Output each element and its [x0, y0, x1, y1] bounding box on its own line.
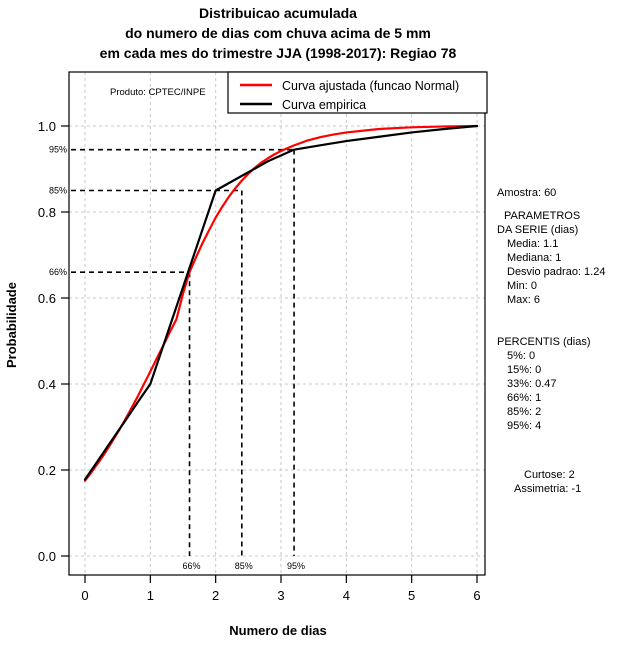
y-axis: 0.0 0.2 0.4 0.6 0.8 1.0	[38, 119, 69, 564]
chart-legend: Curva ajustada (funcao Normal) Curva emp…	[227, 71, 488, 114]
x-axis: 0 1 2 3 4 5 6	[81, 575, 481, 603]
x-tick-label: 0	[81, 588, 88, 603]
y-tick-label: 1.0	[38, 119, 56, 134]
x-tick-label: 2	[212, 588, 219, 603]
parametro-mediana: Mediana: 1	[507, 252, 561, 264]
produto-label: Produto: CPTEC/INPE	[110, 87, 206, 98]
parametros-header-line2: DA SERIE (dias)	[497, 224, 578, 236]
statistics-panel: Amostra: 60 PARAMETROS DA SERIE (dias) M…	[497, 187, 605, 495]
guide-label-y: 95%	[49, 145, 67, 155]
legend-label-empirical: Curva empirica	[282, 98, 366, 112]
legend-box	[227, 71, 488, 114]
curtose-label: Curtose: 2	[524, 469, 575, 481]
percentil-95: 95%: 4	[507, 420, 541, 432]
guide-label-y: 66%	[49, 267, 67, 277]
x-tick-label: 1	[147, 588, 154, 603]
curve-fitted-normal	[83, 124, 479, 482]
percentil-85: 85%: 2	[507, 406, 541, 418]
y-tick-label: 0.2	[38, 463, 56, 478]
data-curves	[83, 124, 479, 482]
guide-label-x: 95%	[287, 561, 305, 571]
parametro-desvio-padrao: Desvio padrao: 1.24	[507, 266, 605, 278]
y-tick-label: 0.6	[38, 291, 56, 306]
percentil-5: 5%: 0	[507, 350, 535, 362]
x-tick-label: 3	[277, 588, 284, 603]
title-line-2: do numero de dias com chuva acima de 5 m…	[125, 25, 431, 41]
percentil-15: 15%: 0	[507, 364, 541, 376]
guide-label-y: 85%	[49, 186, 67, 196]
x-tick-label: 5	[408, 588, 415, 603]
y-tick-label: 0.0	[38, 549, 56, 564]
parametro-min: Min: 0	[507, 280, 537, 292]
x-tick-label: 4	[343, 588, 350, 603]
percentile-guides: 66% 66% 85% 85% 95% 95%	[49, 145, 305, 571]
parametros-header-line1: PARAMETROS	[504, 210, 580, 222]
guide-label-x: 66%	[183, 561, 201, 571]
title-line-1: Distribuicao acumulada	[199, 5, 357, 21]
guide-label-x: 85%	[235, 561, 253, 571]
percentis-header: PERCENTIS (dias)	[497, 336, 591, 348]
title-line-3: em cada mes do trimestre JJA (1998-2017)…	[100, 45, 457, 61]
parametro-media: Media: 1.1	[507, 238, 558, 250]
curve-empirical	[83, 124, 479, 481]
chart-title: Distribuicao acumulada do numero de dias…	[100, 5, 457, 61]
y-axis-title: Probabilidade	[4, 282, 19, 368]
parametro-max: Max: 6	[507, 294, 540, 306]
y-tick-label: 0.8	[38, 205, 56, 220]
amostra-label: Amostra: 60	[497, 187, 556, 199]
legend-label-fitted: Curva ajustada (funcao Normal)	[282, 79, 459, 93]
x-tick-label: 6	[473, 588, 480, 603]
percentil-66: 66%: 1	[507, 392, 541, 404]
y-tick-label: 0.4	[38, 377, 56, 392]
assimetria-label: Assimetria: -1	[514, 483, 581, 495]
percentil-33: 33%: 0.47	[507, 378, 557, 390]
x-axis-title: Numero de dias	[229, 623, 327, 638]
